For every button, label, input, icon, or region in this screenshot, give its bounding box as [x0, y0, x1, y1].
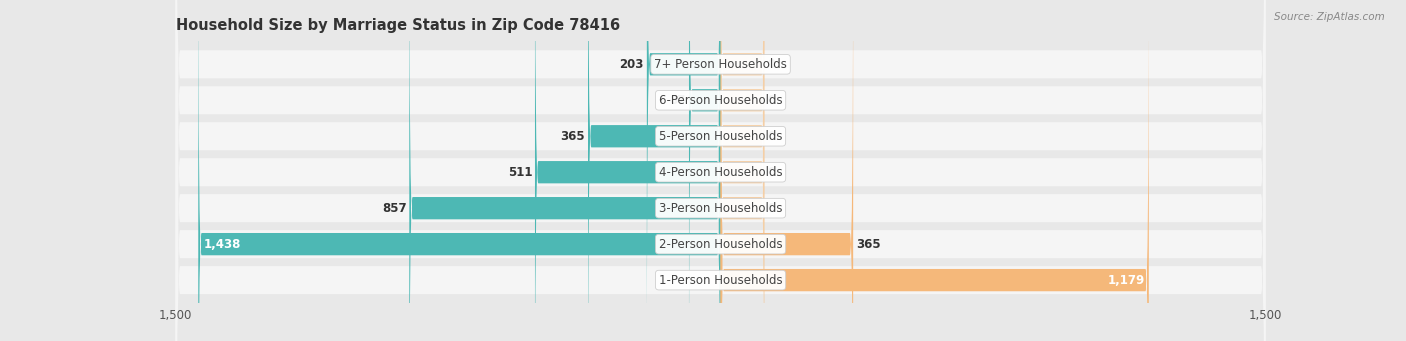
Text: 87: 87: [669, 94, 686, 107]
FancyBboxPatch shape: [721, 0, 765, 341]
FancyBboxPatch shape: [588, 0, 721, 341]
Text: 6-Person Households: 6-Person Households: [659, 94, 782, 107]
FancyBboxPatch shape: [176, 0, 1265, 341]
FancyBboxPatch shape: [176, 0, 1265, 341]
Text: 5-Person Households: 5-Person Households: [659, 130, 782, 143]
FancyBboxPatch shape: [721, 0, 765, 305]
Text: 203: 203: [620, 58, 644, 71]
Text: Source: ZipAtlas.com: Source: ZipAtlas.com: [1274, 12, 1385, 22]
Text: 4-Person Households: 4-Person Households: [659, 166, 782, 179]
Text: 1-Person Households: 1-Person Households: [659, 273, 782, 286]
Text: 7+ Person Households: 7+ Person Households: [654, 58, 787, 71]
FancyBboxPatch shape: [721, 0, 853, 341]
FancyBboxPatch shape: [176, 0, 1265, 341]
Text: 0: 0: [768, 130, 775, 143]
FancyBboxPatch shape: [176, 0, 1265, 341]
FancyBboxPatch shape: [176, 0, 1265, 341]
FancyBboxPatch shape: [721, 0, 765, 341]
Text: 1,438: 1,438: [204, 238, 240, 251]
Text: 2-Person Households: 2-Person Households: [659, 238, 782, 251]
FancyBboxPatch shape: [409, 0, 721, 341]
Text: 3-Person Households: 3-Person Households: [659, 202, 782, 215]
Text: 0: 0: [768, 202, 775, 215]
Text: 857: 857: [382, 202, 406, 215]
FancyBboxPatch shape: [534, 0, 721, 341]
Text: 1,179: 1,179: [1107, 273, 1144, 286]
FancyBboxPatch shape: [721, 0, 1149, 341]
FancyBboxPatch shape: [647, 0, 721, 341]
FancyBboxPatch shape: [198, 0, 721, 341]
FancyBboxPatch shape: [721, 0, 765, 341]
FancyBboxPatch shape: [689, 0, 721, 341]
Text: 0: 0: [768, 94, 775, 107]
Text: 0: 0: [768, 166, 775, 179]
FancyBboxPatch shape: [176, 0, 1265, 341]
Text: 365: 365: [561, 130, 585, 143]
Text: Household Size by Marriage Status in Zip Code 78416: Household Size by Marriage Status in Zip…: [176, 18, 620, 33]
Text: 511: 511: [508, 166, 531, 179]
Text: 365: 365: [856, 238, 880, 251]
FancyBboxPatch shape: [721, 0, 765, 341]
Text: 0: 0: [768, 58, 775, 71]
FancyBboxPatch shape: [176, 0, 1265, 341]
